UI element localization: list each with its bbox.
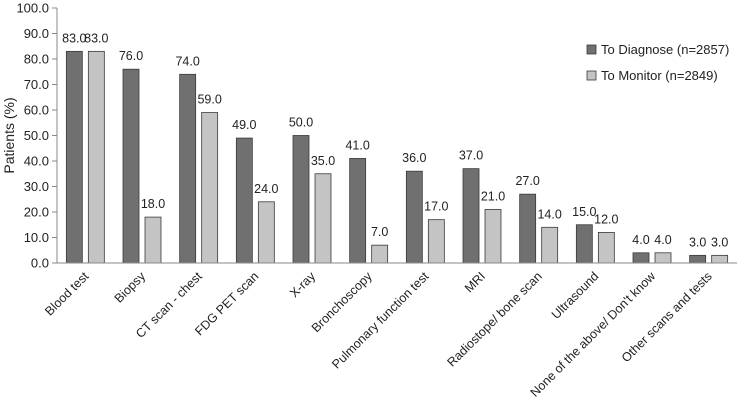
- bar-monitor: [654, 252, 672, 264]
- bars: [65, 50, 729, 264]
- bar-monitor: [314, 173, 332, 264]
- bar-diagnose: [519, 193, 537, 264]
- value-label-diagnose: 74.0: [175, 54, 199, 68]
- bar-diagnose: [632, 252, 650, 264]
- bar-diagnose: [292, 135, 310, 264]
- value-label-monitor: 4.0: [654, 233, 671, 247]
- legend-label: To Diagnose (n=2857): [601, 42, 729, 57]
- bar-monitor: [87, 50, 105, 264]
- category-label: Blood test: [42, 269, 92, 319]
- y-tick-label: 0.0: [31, 256, 49, 271]
- value-label-diagnose: 3.0: [689, 235, 706, 249]
- value-label-diagnose: 36.0: [402, 151, 426, 165]
- bar-diagnose: [689, 254, 707, 264]
- legend-swatch: [586, 44, 597, 55]
- y-axis-ticks: 0.0 10.0 20.0 30.0 40.0 50.0 60.0 70.0 80.0 90.0 1…: [16, 1, 57, 271]
- bar-monitor: [371, 244, 389, 264]
- value-label-diagnose: 50.0: [289, 116, 313, 130]
- y-tick-label: 10.0: [24, 230, 49, 245]
- y-tick-label: 90.0: [24, 26, 49, 41]
- y-tick-label: 30.0: [24, 179, 49, 194]
- y-tick-label: 60.0: [24, 103, 49, 118]
- bar-diagnose: [122, 68, 140, 264]
- value-label-monitor: 7.0: [371, 225, 388, 239]
- axes: [56, 8, 737, 264]
- bar-monitor: [144, 216, 162, 264]
- bar-diagnose: [349, 158, 367, 264]
- category-label: Ultrasound: [549, 269, 602, 322]
- value-label-diagnose: 41.0: [345, 138, 369, 152]
- bar-diagnose: [235, 137, 253, 264]
- bar-diagnose: [462, 168, 480, 264]
- value-label-monitor: 35.0: [311, 154, 335, 168]
- value-label-monitor: 14.0: [537, 207, 561, 221]
- bar-diagnose: [65, 50, 83, 264]
- category-label: Radiostope/ bone scan: [444, 269, 544, 369]
- category-label: Pulmonary function test: [329, 269, 432, 372]
- y-tick-label: 40.0: [24, 154, 49, 169]
- bar-diagnose: [575, 224, 593, 264]
- bar-monitor: [541, 226, 559, 264]
- bar-monitor: [201, 112, 219, 264]
- value-label-diagnose: 4.0: [632, 233, 649, 247]
- value-label-monitor: 3.0: [711, 235, 728, 249]
- value-label-monitor: 12.0: [594, 212, 618, 226]
- value-label-monitor: 17.0: [424, 200, 448, 214]
- value-label-diagnose: 49.0: [232, 118, 256, 132]
- category-label: X-ray: [287, 269, 319, 301]
- y-tick-label: 70.0: [24, 77, 49, 92]
- value-label-monitor: 59.0: [197, 93, 221, 107]
- legend: To Diagnose (n=2857) To Monitor (n=2849): [586, 42, 729, 83]
- category-label: MRI: [462, 269, 488, 295]
- y-axis-title: Patients (%): [1, 97, 17, 173]
- value-label-diagnose: 76.0: [119, 49, 143, 63]
- bar-monitor: [427, 219, 445, 264]
- value-label-diagnose: 15.0: [572, 205, 596, 219]
- bar-diagnose: [405, 170, 423, 264]
- bar-monitor: [257, 201, 275, 264]
- y-tick-label: 100.0: [16, 1, 49, 16]
- bar-monitor: [484, 209, 502, 264]
- value-label-diagnose: 83.0: [62, 31, 86, 45]
- bar-monitor: [711, 254, 729, 264]
- value-label-diagnose: 37.0: [459, 149, 483, 163]
- value-label-monitor: 18.0: [141, 197, 165, 211]
- value-label-monitor: 83.0: [84, 31, 108, 45]
- legend-swatch: [586, 70, 597, 81]
- value-label-monitor: 21.0: [481, 189, 505, 203]
- y-tick-label: 20.0: [24, 205, 49, 220]
- legend-label: To Monitor (n=2849): [601, 68, 718, 83]
- bar-diagnose: [179, 73, 197, 264]
- category-label: Biopsy: [112, 269, 149, 306]
- value-labels: 83.083.0 76.0 18.0 74.0 59.0 49.0 24.0 50.0 35.0…: [62, 31, 728, 249]
- value-label-monitor: 24.0: [254, 182, 278, 196]
- y-tick-label: 50.0: [24, 128, 49, 143]
- y-tick-label: 80.0: [24, 52, 49, 67]
- value-label-diagnose: 27.0: [515, 174, 539, 188]
- bar-monitor: [597, 231, 615, 264]
